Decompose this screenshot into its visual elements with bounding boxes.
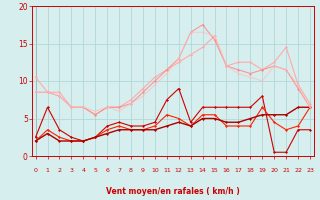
- X-axis label: Vent moyen/en rafales ( km/h ): Vent moyen/en rafales ( km/h ): [106, 187, 240, 196]
